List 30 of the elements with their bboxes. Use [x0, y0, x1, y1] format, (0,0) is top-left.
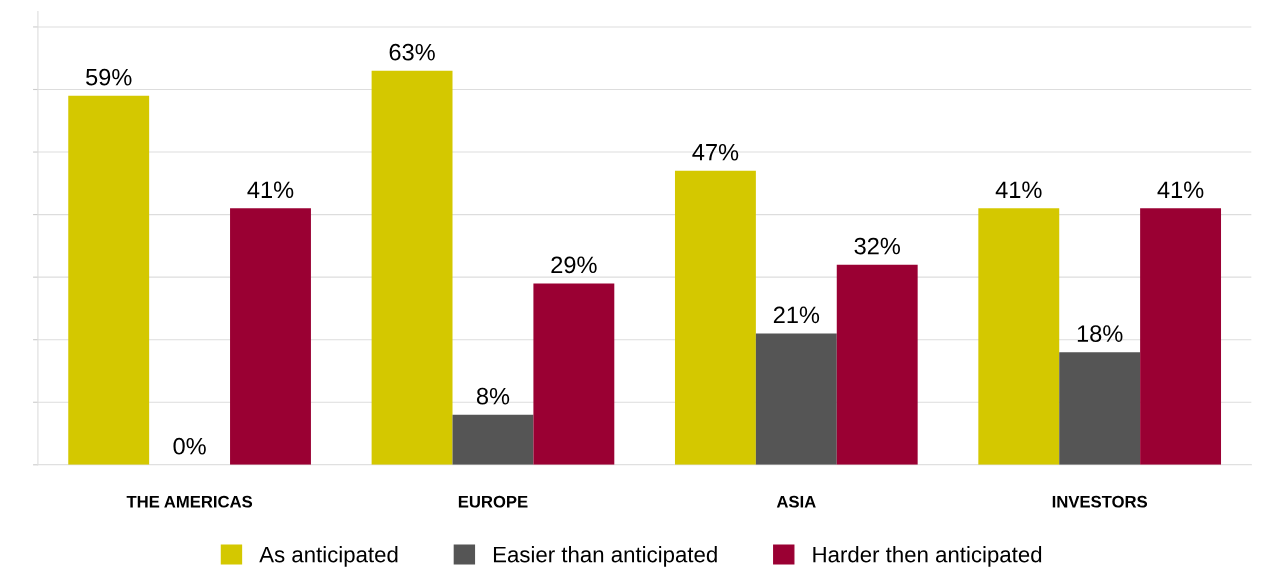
- data-label: 0%: [173, 437, 206, 455]
- data-label: 41%: [1157, 181, 1204, 199]
- bar: [755, 333, 837, 465]
- x-tick-label: EUROPE: [458, 495, 528, 508]
- data-label: 41%: [995, 181, 1042, 199]
- data-label: 29%: [551, 256, 597, 274]
- bar: [1140, 208, 1222, 465]
- data-label: 21%: [773, 306, 820, 324]
- legend-label: As anticipated: [259, 546, 398, 567]
- data-label: 59%: [86, 68, 132, 86]
- bar: [452, 414, 534, 465]
- bar: [978, 208, 1060, 465]
- bar: [230, 208, 311, 465]
- x-tick-label: INVESTORS: [1052, 495, 1148, 508]
- bar: [674, 170, 756, 465]
- data-label: 41%: [247, 181, 294, 199]
- data-label: 32%: [854, 237, 901, 255]
- data-label: 47%: [692, 143, 739, 161]
- bar: [68, 95, 150, 465]
- bar: [371, 70, 453, 465]
- data-label: 8%: [476, 387, 510, 405]
- legend-label: Harder then anticipated: [813, 546, 1042, 567]
- bar: [1059, 352, 1141, 465]
- bar: [533, 283, 615, 465]
- data-label: 18%: [1077, 325, 1123, 342]
- x-tick-label: ASIA: [776, 495, 816, 508]
- legend-label: Easier than anticipated: [493, 546, 717, 567]
- bar: [836, 264, 918, 465]
- x-tick-label: THE AMERICAS: [126, 495, 253, 508]
- data-label: 63%: [389, 43, 435, 61]
